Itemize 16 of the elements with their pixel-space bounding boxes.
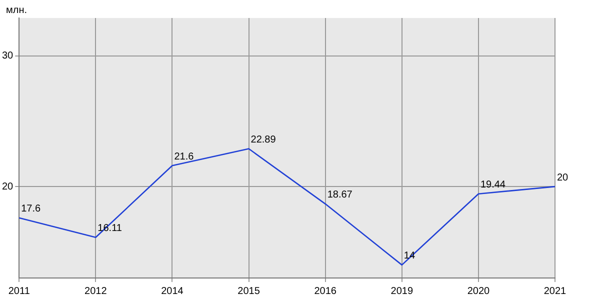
x-tick-label: 2021: [544, 286, 567, 297]
y-tick-label: 30: [2, 50, 14, 62]
y-axis-title: млн.: [6, 4, 28, 16]
data-label: 18.67: [327, 190, 353, 201]
data-label: 22.89: [250, 134, 276, 146]
x-tick-label: 2020: [467, 286, 490, 297]
data-label: 21.6: [174, 151, 194, 162]
x-tick-label: 2016: [314, 286, 337, 297]
data-label: 17.6: [21, 204, 42, 215]
x-tick-label: 2012: [84, 286, 108, 297]
x-tick-label: 2019: [390, 286, 414, 297]
x-tick-label: 2011: [8, 286, 30, 297]
data-label: 19.44: [480, 180, 506, 191]
x-tick-label: 2015: [238, 286, 260, 297]
x-tick-label: 2014: [161, 286, 184, 297]
data-label: 20: [557, 172, 569, 184]
